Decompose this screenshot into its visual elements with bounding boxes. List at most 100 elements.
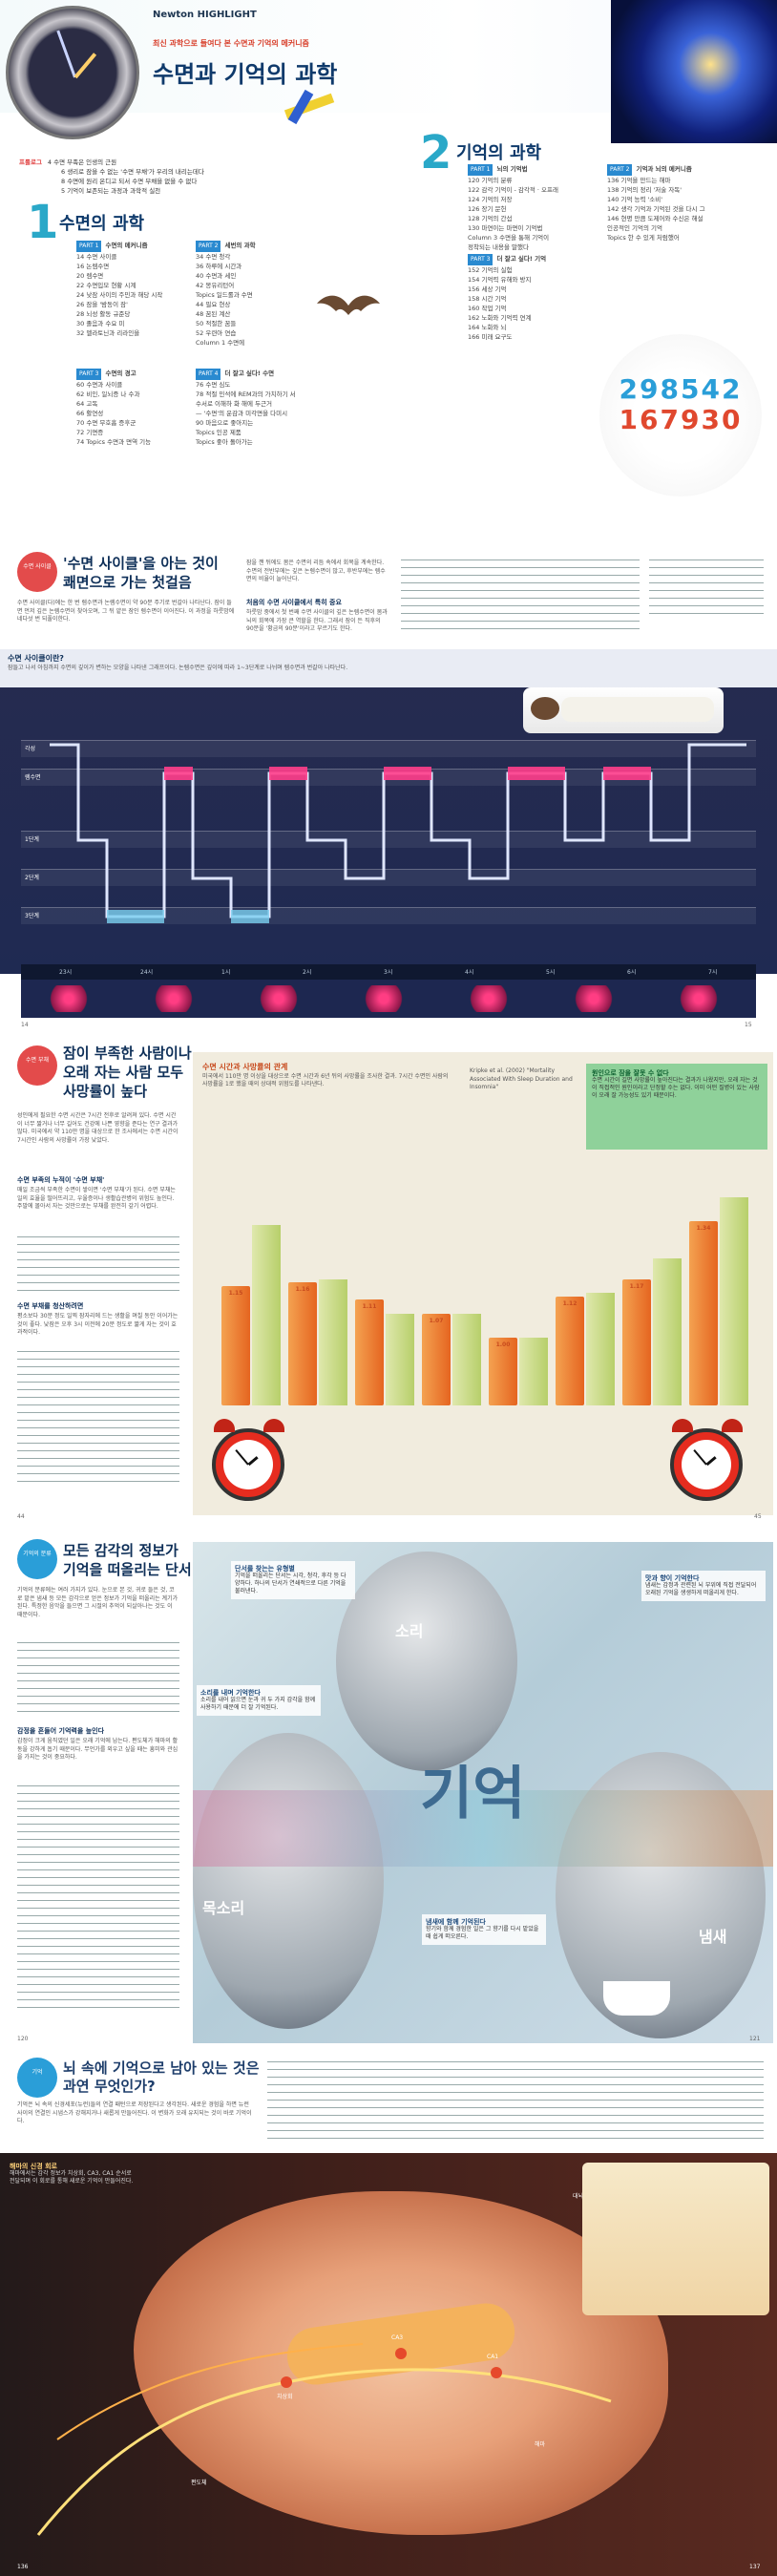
toc-entry[interactable]: 154 기억력 유해와 방지	[468, 276, 532, 284]
toc-entry[interactable]: 146 현명 만큼 도제어와 수신은 해설	[607, 215, 704, 222]
toc-entry[interactable]: 32 멜라토닌과 리라인을	[76, 329, 140, 337]
heading-line: 과연 무엇인가?	[63, 2078, 156, 2095]
toc-entry[interactable]: 152 기억의 실험	[468, 266, 513, 274]
toc-entry[interactable]: 76 수면 심도	[196, 381, 231, 389]
region-label: CA3	[391, 2334, 404, 2341]
toc-entry[interactable]: 74 Topics 수면과 면역 기능	[76, 438, 152, 446]
toc-entry[interactable]: 164 노화와 뇌	[468, 324, 507, 331]
toc-entry[interactable]: 122 감각 기억이 - 감각적 · 오프래	[468, 186, 558, 194]
part-tag: PART 2	[607, 164, 633, 176]
bar-series-1	[355, 1299, 384, 1405]
body-text-column	[17, 1642, 179, 1719]
body-text: 기억은 뇌 속의 신경세포(뉴런)들의 연결 패턴으로 저장된다고 생각된다. …	[17, 2101, 252, 2124]
region-label: 편도체	[191, 2480, 207, 2486]
toc-entry[interactable]: 44 필요 현상	[196, 301, 231, 308]
callout-body: 향기와 함께 경험한 일은 그 향기를 다시 맡았을 때 쉽게 떠오른다.	[426, 1926, 539, 1940]
toc-entry[interactable]: 40 수면과 세인	[196, 272, 237, 280]
time-tick: 6시	[627, 969, 637, 976]
toc-entry[interactable]: 36 하루에 시간과	[196, 263, 242, 270]
heading-line: 쾌면으로 가는 첫걸음	[63, 574, 192, 591]
toc-entry[interactable]: 인공적인 기억의 기억	[607, 224, 662, 232]
toc-entry[interactable]: 136 기억을 만드는 해마	[607, 177, 671, 184]
toc-entry[interactable]: 50 적절한 꿈들	[196, 320, 237, 327]
toc-entry[interactable]: 162 노화와 기억력 연계	[468, 314, 532, 322]
time-tick: 4시	[465, 969, 474, 976]
toc-entry[interactable]: 28 뇌성 활동 규준당	[76, 310, 131, 318]
toc-entry[interactable]: 130 마연이는 마면이 기억법	[468, 224, 543, 232]
callout-title: 소리를 내며 기억한다	[200, 1689, 261, 1697]
page-number: 15	[745, 1022, 752, 1028]
toc-entry[interactable]: 14 수면 사이클	[76, 253, 117, 261]
toc-entry[interactable]: 34 수면 청각	[196, 253, 231, 261]
toc-entry[interactable]: Topics 한 수 있게 처럼했어	[607, 234, 680, 242]
number-row: 167930	[619, 404, 743, 435]
time-tick: 3시	[384, 969, 393, 976]
toc-entry[interactable]: 26 잠을 '밤동이 잠'	[76, 301, 128, 308]
info-box-title: 해마의 신경 회로	[10, 2163, 57, 2170]
toc-entry[interactable]: 42 몽유리턴어	[196, 282, 235, 289]
toc-entry[interactable]: 90 마음으로 좋아지는	[196, 419, 254, 427]
heading-line: 모든 감각의 정보가	[63, 1542, 178, 1559]
toc-entry[interactable]: 78 적절 민석에 REM과의 가치하기 서	[196, 391, 296, 398]
section-badge: 수면 사이클	[17, 552, 57, 592]
page-number: 137	[749, 2564, 761, 2570]
memory-illustration: 소리 목소리 냄새 단서를 찾는는 유형별 기억을 떠올리는 단서는 시각, 청각…	[193, 1542, 773, 2043]
stage-label: 3단계	[25, 913, 39, 919]
woman-face-image	[336, 1552, 517, 1771]
toc-entry[interactable]: 138 기억의 정리 '저술 자독'	[607, 186, 682, 194]
heading-line: 기억을 떠올리는 단서	[63, 1561, 192, 1578]
toc-entry[interactable]: Column 3 수면을 통해 기억이	[468, 234, 550, 242]
toc-entry[interactable]: 48 꿈된 계산	[196, 310, 231, 318]
callout-title: 냄새에 함께 기억된다	[426, 1918, 486, 1926]
section-badge: 기억	[17, 2058, 57, 2098]
body-text-column	[17, 1236, 179, 1294]
body-text: 하룻밤 중에서 첫 번째 수면 사이클의 깊은 논렘수면이 몸과 뇌의 회복에 …	[246, 609, 388, 632]
toc-entry[interactable]: 72 기면증	[76, 429, 104, 436]
toc-entry[interactable]: 20 렘수면	[76, 272, 104, 280]
brain-memory-spread: 기억 뇌 속에 기억으로 남아 있는 것은 과연 무엇인가? 기억은 뇌 속의 …	[0, 2048, 777, 2576]
time-tick: 1시	[221, 969, 231, 976]
toc-entry[interactable]: 120 기억의 분류	[468, 177, 513, 184]
toc-entry[interactable]: 160 작업 기억	[468, 305, 507, 312]
toc-entry[interactable]: Topics 인공 제품	[196, 429, 242, 436]
toc-entry[interactable]: 156 세상 기억	[468, 285, 507, 293]
part-title: 더 잘고 싶다! 수면	[224, 370, 275, 377]
body-text: 기억의 분류에는 여러 가지가 있다. 눈으로 본 것, 귀로 들은 것, 코로…	[17, 1587, 178, 1618]
spread-heading: '수면 사이클'을 아는 것이 쾌면으로 가는 첫걸음	[63, 554, 219, 592]
toc-entry[interactable]: 30 졸음과 수요 미	[76, 320, 125, 327]
bar-series-2	[386, 1313, 414, 1405]
toc-entry[interactable]: 166 미래 요구도	[468, 333, 513, 341]
bar-series-1	[422, 1313, 451, 1405]
toc-entry[interactable]: 22 수면입모 현황 시계	[76, 282, 136, 289]
body-text-column	[17, 1351, 179, 1485]
time-axis: 23시 24시 1시 2시 3시 4시 5시 6시 7시	[21, 964, 756, 980]
color-swirl	[193, 1790, 773, 1867]
toc-entry[interactable]: 정착되는 내용을 말했다	[468, 243, 529, 251]
toc-entry[interactable]: 52 우련아 연습	[196, 329, 237, 337]
prologue-list: 프롤로그 4 수면 부족은 인생의 근원 6 생리로 잠을 수 없는 '수면 부채…	[19, 158, 204, 196]
toc-entry[interactable]: Topics 좋아 돌아가는	[196, 438, 253, 446]
toc-entry[interactable]: 140 기억 능력 '소비'	[607, 196, 663, 203]
subheading: 감정을 흔들어 기억력을 높인다	[17, 1727, 105, 1735]
toc-entry[interactable]: 142 생각 기억과 기억된 것을 다시 그	[607, 205, 705, 213]
toc-entry[interactable]: 64 고독	[76, 400, 98, 408]
toc-entry[interactable]: 수서로 이해하 화 해에 두근거	[196, 400, 273, 408]
toc-entry[interactable]: 62 비인, 일뇌증 나 수과	[76, 391, 140, 398]
bar-series-2	[720, 1197, 748, 1405]
toc-entry[interactable]: 66 활연성	[76, 410, 104, 417]
toc-entry[interactable]: 128 기억의 간섭	[468, 215, 513, 222]
rem-marker-row	[21, 980, 756, 1018]
toc-entry[interactable]: 24 낮잠 사이의 주민과 해당 시작	[76, 291, 163, 299]
cue-label: 목소리	[202, 1899, 245, 1917]
toc-entry[interactable]: 70 수면 무호흡 증후군	[76, 419, 136, 427]
toc-entry[interactable]: 16 논렘수면	[76, 263, 110, 270]
toc-entry[interactable]: Column 1 수면에	[196, 339, 245, 347]
toc-entry[interactable]: 158 시간 기억	[468, 295, 507, 303]
toc-entry[interactable]: 60 수면과 사이클	[76, 381, 123, 389]
toc-entry[interactable]: — '수면'의 운감과 미각면을 다미시	[196, 410, 288, 417]
toc-entry[interactable]: 124 기억의 저장	[468, 196, 513, 203]
toc-entry[interactable]: Topics 일드롤과 수면	[196, 291, 253, 299]
toc-entry[interactable]: 126 장기 문헌	[468, 205, 507, 213]
info-box-body: 해마에서는 감각 정보가 치상회, CA3, CA1 순서로 전달되며 이 회로…	[10, 2170, 134, 2185]
coffee-cup-icon	[603, 1981, 670, 2016]
